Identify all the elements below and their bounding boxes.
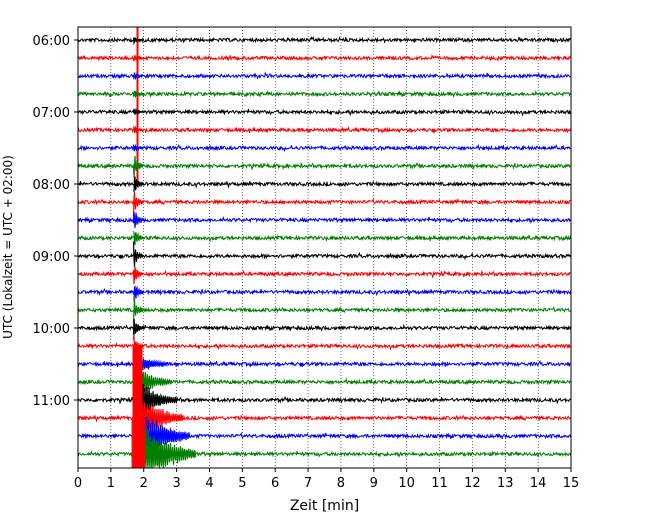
trace-line xyxy=(77,180,571,189)
x-tick-label: 15 xyxy=(563,476,580,491)
trace-line xyxy=(77,198,571,206)
trace-line xyxy=(77,161,571,171)
x-tick-label: 0 xyxy=(74,476,82,491)
trace-line xyxy=(77,215,572,225)
x-tick-label: 8 xyxy=(337,476,345,491)
y-tick-label: 09:00 xyxy=(33,250,70,265)
y-tick-label: 06:00 xyxy=(33,34,70,49)
event-signal xyxy=(131,27,197,469)
trace-line xyxy=(77,306,571,314)
trace-line xyxy=(77,126,572,134)
event-burst xyxy=(132,318,144,336)
traces xyxy=(77,35,572,459)
trace-line xyxy=(77,35,572,44)
x-tick-label: 11 xyxy=(431,476,448,491)
trace-line xyxy=(77,287,572,297)
event-burst xyxy=(132,192,145,217)
x-tick-label: 10 xyxy=(398,476,415,491)
y-tick-label: 11:00 xyxy=(33,394,70,409)
trace-line xyxy=(77,323,572,332)
event-burst xyxy=(132,37,144,46)
event-burst xyxy=(132,125,144,134)
trace-line xyxy=(77,143,571,153)
x-tick-label: 4 xyxy=(205,476,213,491)
y-tick-label: 07:00 xyxy=(33,106,70,121)
event-saturation xyxy=(132,346,143,468)
event-saturation-peak xyxy=(131,418,146,468)
x-tick-label: 1 xyxy=(107,476,115,491)
x-tick-label: 3 xyxy=(172,476,180,491)
y-axis-ticks: 06:00 07:00 08:00 09:00 10:00 11:00 xyxy=(33,34,78,409)
event-burst xyxy=(132,230,145,246)
y-axis-label: UTC (Lokalzeit = UTC + 02:00) xyxy=(1,155,15,339)
x-axis-ticks: 0 1 2 3 4 5 6 7 8 9 10 11 12 13 14 15 xyxy=(74,468,579,491)
trace-line xyxy=(77,342,571,351)
event-burst xyxy=(132,72,144,81)
x-tick-label: 14 xyxy=(530,476,547,491)
trace-line xyxy=(77,251,572,261)
trace-line xyxy=(77,234,572,243)
trace-line xyxy=(77,53,572,62)
x-tick-label: 9 xyxy=(370,476,378,491)
event-burst xyxy=(132,298,145,324)
trace-line xyxy=(77,269,571,279)
x-tick-label: 2 xyxy=(140,476,148,491)
event-burst xyxy=(132,155,144,178)
event-burst xyxy=(132,211,144,228)
x-tick-label: 5 xyxy=(238,476,246,491)
event-burst xyxy=(132,266,144,285)
y-tick-label: 08:00 xyxy=(33,178,70,193)
plot-area xyxy=(78,27,571,468)
event-burst xyxy=(132,143,144,152)
x-tick-label: 13 xyxy=(497,476,514,491)
event-burst xyxy=(132,241,145,267)
trace-line xyxy=(77,71,571,80)
x-axis-label: Zeit [min] xyxy=(290,498,359,514)
x-tick-label: 12 xyxy=(464,476,481,491)
y-tick-label: 10:00 xyxy=(33,322,70,337)
event-burst xyxy=(132,107,144,117)
event-burst xyxy=(133,176,145,193)
plot-frame xyxy=(77,26,572,469)
event-burst xyxy=(132,90,144,99)
event-burst xyxy=(133,285,145,302)
trace-line xyxy=(77,89,571,98)
trace-line xyxy=(77,108,572,117)
x-tick-label: 6 xyxy=(271,476,279,491)
event-burst xyxy=(132,53,144,62)
x-tick-label: 7 xyxy=(304,476,312,491)
